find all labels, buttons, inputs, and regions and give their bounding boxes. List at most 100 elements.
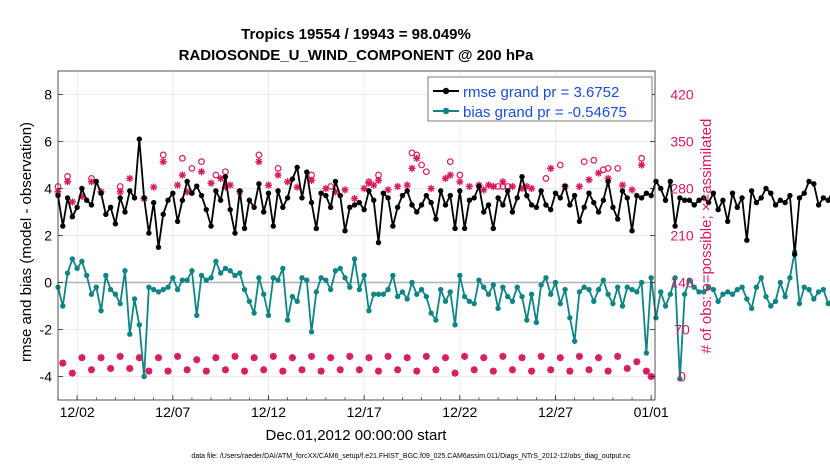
x-tick-label: 12/27 — [538, 404, 573, 420]
rmse-point — [796, 195, 803, 201]
bias-point — [495, 305, 501, 312]
obs-assimilated-marker — [480, 186, 488, 194]
bias-point — [64, 270, 71, 276]
obs-assimilated-marker — [307, 176, 316, 185]
bias-point — [605, 291, 611, 297]
bias-point — [442, 298, 449, 304]
bias-point — [691, 284, 697, 290]
bias-point — [394, 293, 401, 300]
bias-point — [198, 272, 205, 279]
obs-assimilated-marker — [614, 352, 622, 360]
rmse-point — [772, 202, 779, 208]
bias-point — [304, 277, 310, 283]
x-tick-label: 01/01 — [634, 404, 669, 420]
rmse-point — [447, 192, 453, 199]
bias-point — [524, 317, 530, 323]
bias-point — [461, 293, 468, 300]
bias-point — [806, 286, 812, 293]
rmse-point — [701, 195, 707, 201]
obs-assimilated-marker — [317, 367, 325, 375]
bias-point — [576, 289, 583, 295]
obs-assimilated-marker — [78, 354, 86, 362]
y-tick-label-left: 6 — [44, 134, 52, 150]
rmse-point — [174, 218, 181, 225]
rmse-point — [160, 211, 166, 218]
obs-possible-marker — [580, 158, 588, 166]
rmse-point — [820, 195, 827, 201]
y-tick-label-left: 2 — [44, 228, 52, 244]
bias-point — [768, 303, 774, 309]
bias-point — [634, 289, 640, 295]
rmse-point — [748, 188, 755, 194]
obs-possible-marker — [222, 168, 229, 176]
rmse-point — [213, 188, 219, 194]
legend: rmse grand pr = 3.6752 bias grand pr = -… — [427, 76, 653, 122]
rmse-point — [265, 190, 272, 196]
obs-possible-marker — [255, 151, 263, 159]
bias-point — [763, 293, 769, 300]
bias-point — [548, 291, 554, 297]
obs-assimilated-marker — [279, 367, 287, 375]
rmse-point — [457, 188, 463, 194]
obs-assimilated-marker — [547, 164, 555, 172]
obs-assimilated-marker — [365, 354, 373, 362]
bias-point — [327, 286, 334, 293]
rmse-point — [155, 244, 162, 250]
obs-assimilated-marker — [202, 367, 210, 375]
bias-point — [404, 296, 410, 302]
bias-point — [308, 329, 315, 335]
obs-possible-marker — [542, 175, 550, 182]
obs-assimilated-marker — [87, 178, 96, 186]
bias-point — [256, 275, 262, 281]
rmse-point — [69, 214, 76, 220]
obs-assimilated-marker — [336, 366, 344, 374]
bias-point — [667, 291, 674, 297]
rmse-point — [256, 181, 262, 187]
bias-point — [528, 291, 535, 297]
rmse-point — [260, 209, 267, 215]
rmse-point — [481, 209, 487, 215]
rmse-point — [658, 185, 664, 192]
rmse-point — [629, 228, 635, 234]
bias-point — [194, 312, 200, 319]
bias-point — [720, 291, 726, 297]
obs-assimilated-marker — [240, 367, 249, 375]
obs-assimilated-marker — [384, 186, 392, 194]
y-axis-label-left: rmse and bias (model - observation) — [18, 122, 35, 362]
rmse-point — [88, 202, 95, 208]
obs-assimilated-marker — [63, 178, 72, 186]
bias-point — [155, 289, 162, 295]
obs-assimilated-marker — [164, 367, 172, 375]
bias-point — [107, 286, 114, 293]
obs-assimilated-marker — [68, 369, 76, 377]
obs-assimilated-marker — [456, 178, 464, 186]
obs-assimilated-marker — [518, 354, 526, 362]
obs-assimilated-marker — [594, 169, 603, 177]
bias-point — [347, 284, 353, 290]
bias-point — [423, 293, 430, 300]
rmse-point — [390, 223, 396, 229]
rmse-point — [361, 206, 367, 213]
rmse-point — [634, 192, 640, 199]
obs-assimilated-marker — [575, 352, 584, 360]
rmse-point — [93, 178, 99, 185]
obs-assimilated-marker — [207, 179, 215, 187]
obs-assimilated-marker — [307, 352, 316, 360]
obs-assimilated-marker — [451, 369, 459, 377]
bias-point — [662, 303, 669, 309]
rmse-point — [605, 178, 611, 185]
bias-point — [318, 275, 324, 281]
rmse-point — [136, 136, 143, 142]
y-tick-label-left: -2 — [40, 322, 53, 338]
bias-point — [69, 256, 76, 262]
bias-point — [753, 284, 760, 290]
rmse-point — [725, 218, 731, 225]
bias-point — [677, 376, 683, 382]
rmse-point — [557, 195, 563, 201]
bias-point — [284, 317, 291, 323]
rmse-point — [514, 195, 520, 201]
bias-point — [399, 289, 406, 295]
bias-point — [447, 289, 453, 295]
rmse-point — [409, 202, 415, 208]
obs-assimilated-marker — [499, 352, 507, 360]
